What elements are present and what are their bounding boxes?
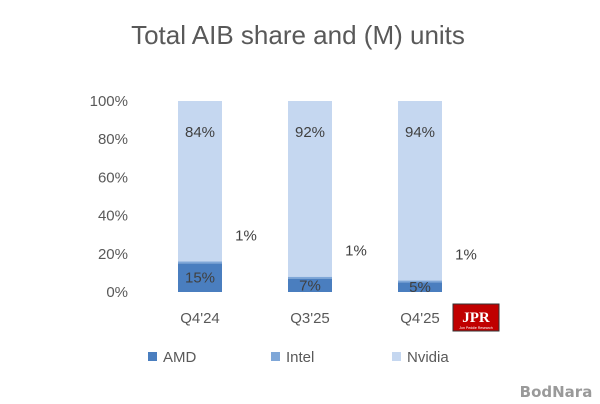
- legend-swatch-nvidia: [392, 352, 401, 361]
- y-tick-label: 60%: [98, 169, 128, 186]
- x-axis-categories: Q4'24 Q3'25 Q4'25: [180, 310, 440, 327]
- x-category-label: Q4'24: [180, 310, 220, 327]
- y-tick-label: 40%: [98, 208, 128, 225]
- y-tick-label: 20%: [98, 246, 128, 263]
- bar-amd: [398, 282, 442, 292]
- data-label-nvidia: 84%: [185, 124, 215, 141]
- jpr-logo-subtext: Jon Peddie Research: [459, 326, 493, 330]
- bar-nvidia: [288, 101, 332, 277]
- y-axis-ticks: 0% 20% 40% 60% 80% 100%: [90, 93, 128, 301]
- data-label-intel: 1%: [455, 247, 477, 264]
- bars: [178, 101, 442, 292]
- legend-label-nvidia: Nvidia: [407, 349, 449, 366]
- data-label-nvidia: 94%: [405, 124, 435, 141]
- y-tick-label: 80%: [98, 131, 128, 148]
- data-label-intel: 1%: [235, 227, 257, 244]
- jpr-logo: JPR Jon Peddie Research: [452, 303, 500, 332]
- bar-amd: [178, 263, 222, 292]
- bar-intel: [398, 280, 442, 283]
- y-tick-label: 0%: [106, 284, 128, 301]
- chart-title: Total AIB share and (M) units: [131, 20, 465, 50]
- bar-nvidia: [178, 101, 222, 262]
- y-tick-label: 100%: [90, 93, 128, 110]
- bar-amd: [288, 278, 332, 292]
- bar-intel: [178, 261, 222, 264]
- legend: AMD Intel Nvidia: [148, 349, 449, 366]
- data-label-amd: 15%: [185, 270, 215, 287]
- data-label-intel: 1%: [345, 243, 367, 260]
- x-category-label: Q3'25: [290, 310, 330, 327]
- legend-swatch-intel: [271, 352, 280, 361]
- watermark: BodNara: [520, 383, 593, 401]
- legend-label-amd: AMD: [163, 349, 197, 366]
- bar-nvidia: [398, 101, 442, 281]
- legend-label-intel: Intel: [286, 349, 314, 366]
- data-label-nvidia: 92%: [295, 124, 325, 141]
- data-label-amd: 7%: [299, 277, 321, 294]
- data-labels: 15% 1% 84% 7% 1% 92% 5% 1% 94%: [185, 124, 477, 296]
- bar-intel: [288, 276, 332, 279]
- data-label-amd: 5%: [409, 279, 431, 296]
- jpr-logo-text: JPR: [462, 310, 490, 326]
- legend-swatch-amd: [148, 352, 157, 361]
- x-category-label: Q4'25: [400, 310, 440, 327]
